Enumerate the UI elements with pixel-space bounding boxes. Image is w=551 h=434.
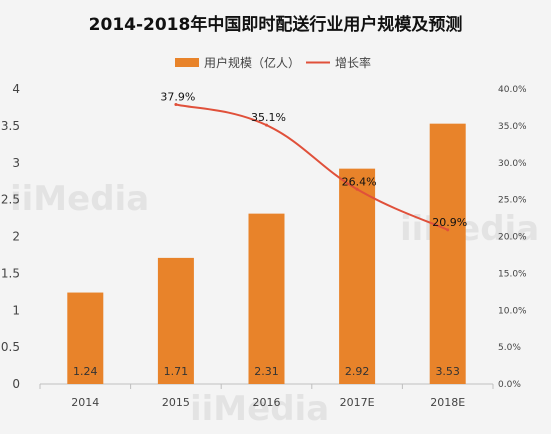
legend-line-label: 增长率 [335,55,371,70]
rate-value-label: 37.9% [160,90,195,103]
x-tick-label: 2017E [340,396,375,409]
bar-value-label: 2.31 [254,365,279,378]
y-left-tick-label: 2.5 [1,193,20,207]
x-tick-label: 2018E [430,396,465,409]
bar-value-label: 1.71 [164,365,189,378]
y-left-tick-label: 2 [12,230,20,244]
watermark-bottom: iiMedia [190,389,329,429]
bar [157,257,194,384]
y-left-tick-label: 4 [12,82,20,96]
bar [429,123,466,384]
rate-value-label: 20.9% [432,216,467,229]
chart-title: 2014-2018年中国即时配送行业用户规模及预测 [89,14,463,35]
rate-value-label: 26.4% [342,175,377,188]
y-right-tick-label: 5.0% [498,343,521,353]
y-left-tick-label: 3.5 [1,119,20,133]
bar [248,213,285,384]
legend-bar-label: 用户规模（亿人） [204,55,300,70]
bar [67,292,104,384]
watermark-right: iiMedia [400,209,539,249]
y-right-tick-label: 10.0% [498,306,527,316]
x-tick-label: 2014 [71,396,99,409]
y-right-tick-label: 35.0% [498,122,527,132]
x-tick-label: 2015 [162,396,190,409]
y-left-tick-label: 0.5 [1,340,20,354]
rate-point [446,228,450,232]
y-right-tick-label: 20.0% [498,233,527,243]
y-left-tick-label: 0 [12,377,20,391]
y-right-tick-label: 15.0% [498,269,527,279]
legend-bar-swatch [175,58,199,67]
bar-value-label: 3.53 [435,365,460,378]
bar [339,168,376,384]
y-right-tick-label: 25.0% [498,196,527,206]
y-right-tick-label: 40.0% [498,85,527,95]
rate-line-layer: 37.9% 35.1% 26.4% 20.9% [160,90,467,232]
legend: 用户规模（亿人） 增长率 [175,55,371,70]
y-right-tick-label: 30.0% [498,159,527,169]
rate-value-label: 35.1% [251,111,286,124]
rate-line [175,103,449,231]
x-tick-label: 2016 [253,396,281,409]
rate-point [355,187,359,191]
y-left-tick-label: 1.5 [1,266,20,280]
bar-value-label: 2.92 [345,365,370,378]
bars: 1.24 1.71 2.31 2.92 3.53 [67,123,466,384]
bar-value-label: 1.24 [73,365,98,378]
rate-point [174,102,178,106]
y-right-tick-label: 0.0% [498,380,521,390]
y-left-tick-label: 1 [12,303,20,317]
axes: 2014 2015 2016 2017E 2018E00.511.522.533.540… [1,82,527,409]
rate-point [265,123,268,127]
watermark-left: iiMedia [10,179,149,219]
y-left-tick-label: 3 [12,156,20,170]
